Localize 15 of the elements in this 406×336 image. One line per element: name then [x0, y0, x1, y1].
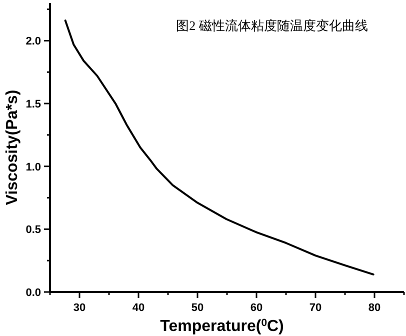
x-tick-label: 40: [132, 302, 145, 314]
x-tick-label: 30: [73, 302, 86, 314]
x-tick-label: 60: [250, 302, 263, 314]
y-axis-title: Viscosity(Pa*s): [4, 90, 21, 206]
y-tick-label: 2.0: [26, 36, 41, 48]
y-tick-label: 1.5: [26, 98, 41, 111]
y-tick-label: 0.5: [26, 224, 41, 236]
x-tick-label: 70: [309, 302, 322, 314]
y-tick-label: 0.0: [26, 287, 41, 299]
x-tick-label: 80: [368, 302, 381, 314]
x-tick-label: 50: [191, 302, 204, 314]
text: 图2 磁性流体粘度随温度变化曲线: [176, 18, 368, 33]
y-tick-label: 1.0: [26, 161, 41, 174]
line-series: [64, 20, 374, 276]
x-axis-title: Temperature($^{0}$C): [160, 318, 284, 335]
